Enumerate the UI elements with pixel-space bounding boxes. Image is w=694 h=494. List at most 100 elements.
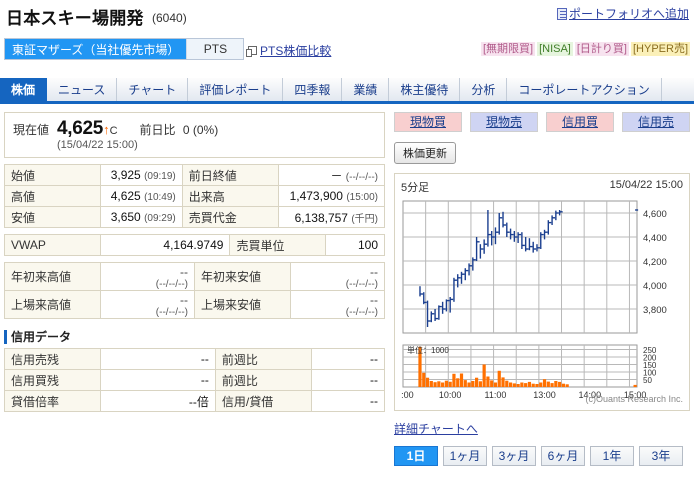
credit-table: 信用売残 -- 前週比 -- 信用買残 -- 前週比 -- 貸借倍率 --倍 信用/貸借 -- (4, 348, 386, 412)
page-title: 日本スキー場開発 (6, 9, 144, 28)
market-tab-1[interactable]: PTS (187, 39, 244, 59)
svg-text:9:00: 9:00 (401, 390, 414, 400)
current-price-box: 現在値 4,625↑C 前日比 0 (0%) (15/04/22 15:00) (4, 112, 385, 158)
cell-label: 始値 (4, 164, 101, 186)
cell-label: 上場来高値 (4, 290, 101, 319)
table-row: 信用買残 -- 前週比 -- (4, 369, 386, 391)
svg-text:14:00: 14:00 (579, 390, 602, 400)
market-selector[interactable]: 東証マザーズ（当社優先市場） PTS (4, 38, 245, 60)
cell-label: VWAP (4, 234, 101, 256)
order-button-信用売[interactable]: 信用売 (622, 112, 690, 132)
table-row: 貸借倍率 --倍 信用/貸借 -- (4, 390, 386, 412)
refresh-quote-button[interactable]: 株価更新 (394, 142, 456, 164)
table-row: 高値 4,625 (10:49) 出来高 1,473,900 (15:00) (4, 185, 386, 207)
order-button-信用買[interactable]: 信用買 (546, 112, 614, 132)
cell-value: 100 (325, 234, 385, 256)
cell-value: -- (--/--/--) (100, 262, 195, 291)
badge-1: [NISA] (537, 42, 573, 56)
table-row: 安値 3,650 (09:29) 売買代金 6,138,757 (千円) (4, 206, 386, 228)
table-row: VWAP 4,164.9749 売買単位 100 (4, 234, 385, 256)
period-button-1日[interactable]: 1日 (394, 446, 438, 466)
cell-label: 売買単位 (229, 234, 327, 256)
cell-value: 4,164.9749 (99, 234, 231, 256)
compare-window-icon (246, 46, 257, 57)
cell-value: -- (--/--/--) (100, 290, 195, 319)
period-button-1年[interactable]: 1年 (590, 446, 634, 466)
chart-plot-area: 3,800 4,000 4,200 4,400 4,600 50 100 150 200 250 単… (396, 199, 685, 406)
credit-data-heading: 信用データ (4, 329, 385, 345)
tab-チャート[interactable]: チャート (117, 78, 189, 101)
cell-value: 3,925 (09:19) (100, 164, 183, 186)
quote-panel: 現在値 4,625↑C 前日比 0 (0%) (15/04/22 15:00) 始値… (4, 112, 386, 412)
cell-value: -- (310, 348, 386, 370)
cell-label: 高値 (4, 185, 101, 207)
tab-コーポレートアクション[interactable]: コーポレートアクション (507, 78, 662, 101)
tab-評価レポート[interactable]: 評価レポート (188, 78, 284, 101)
detail-chart-link[interactable]: 詳細チャートへ (394, 422, 478, 436)
cell-label: 年初来安値 (194, 262, 291, 291)
tab-四季報[interactable]: 四季報 (283, 78, 343, 101)
chart-interval-label: 5分足 (401, 182, 430, 194)
tab-分析[interactable]: 分析 (460, 78, 508, 101)
table-row: 上場来高値 -- (--/--/--) 上場来安値 -- (--/--/--) (4, 290, 385, 319)
order-button-現物買[interactable]: 現物買 (394, 112, 462, 132)
svg-text:4,000: 4,000 (643, 281, 667, 292)
svg-text:11:00: 11:00 (485, 390, 507, 400)
main-nav-tabs[interactable]: 株価 ニュース チャート 評価レポート 四季報 業績 株主優待 分析 コーポレートアクション (0, 78, 694, 104)
tab-株主優待[interactable]: 株主優待 (389, 78, 461, 101)
badge-2: [日計り買] (574, 42, 629, 56)
period-button-3ヶ月[interactable]: 3ヶ月 (492, 446, 536, 466)
quote-table: 始値 3,925 (09:19) 前日終値－ (--/--/--) 高値 4,625 (… (4, 164, 386, 228)
cell-label: 年初来高値 (4, 262, 101, 291)
period-button-1ヶ月[interactable]: 1ヶ月 (443, 446, 487, 466)
period-selector[interactable]: 1日 1ヶ月 3ヶ月 6ヶ月 1年 3年 (394, 446, 690, 466)
stock-code: (6040) (152, 11, 187, 25)
add-to-portfolio-label: ポートフォリオへ追加 (568, 7, 689, 21)
order-buttons: 現物買 現物売 信用買 信用売 (394, 112, 690, 132)
svg-text:3,800: 3,800 (643, 305, 667, 316)
cell-label: 貸借倍率 (4, 390, 101, 412)
tab-業績[interactable]: 業績 (342, 78, 390, 101)
cell-value: － (--/--/--) (277, 164, 386, 186)
order-button-現物売[interactable]: 現物売 (470, 112, 538, 132)
quote-timestamp: (15/04/22 15:00) (57, 139, 138, 151)
price-up-arrow-icon: ↑ (103, 122, 110, 137)
period-button-6ヶ月[interactable]: 6ヶ月 (541, 446, 585, 466)
trade-chart-panel: 現物買 現物売 信用買 信用売 株価更新 5分足 15/04/22 15:00 3,8… (394, 112, 690, 466)
cell-value: 3,650 (09:29) (100, 206, 183, 228)
badge-0: [無期限買] (480, 42, 536, 56)
change-value: 0 (0%) (182, 123, 219, 137)
add-to-portfolio-link[interactable]: ポートフォリオへ追加 (556, 5, 689, 22)
svg-text:4,600: 4,600 (643, 209, 667, 220)
chart-timestamp: 15/04/22 15:00 (609, 179, 683, 191)
cell-value: -- (100, 369, 216, 391)
svg-text:100: 100 (643, 369, 657, 378)
cell-value: 6,138,757 (千円) (277, 206, 386, 228)
cell-label: 前週比 (214, 369, 312, 391)
chart-container: 5分足 15/04/22 15:00 3,800 4,000 4,200 4,400 4… (394, 173, 690, 411)
cell-value: -- (310, 369, 386, 391)
cell-label: 前週比 (214, 348, 312, 370)
current-price-value: 4,625 (57, 118, 104, 139)
period-button-3年[interactable]: 3年 (639, 446, 683, 466)
cell-value: 1,473,900 (15:00) (277, 185, 386, 207)
cell-label: 前日終値 (181, 164, 279, 186)
cell-label: 出来高 (181, 185, 279, 207)
svg-text:4,200: 4,200 (643, 257, 667, 268)
cell-value: -- (--/--/--) (290, 262, 385, 291)
cell-label: 信用売残 (4, 348, 101, 370)
current-price-label: 現在値 (13, 123, 50, 137)
cell-value: --倍 (100, 390, 216, 412)
cell-value: 4,625 (10:49) (100, 185, 183, 207)
pts-compare-link[interactable]: PTS株価比較 (246, 42, 331, 59)
tab-ニュース[interactable]: ニュース (47, 78, 118, 101)
cell-value: -- (--/--/--) (290, 290, 385, 319)
chart-header: 5分足 15/04/22 15:00 (401, 179, 683, 195)
cell-label: 売買代金 (181, 206, 279, 228)
svg-text:200: 200 (643, 354, 657, 363)
tab-株価[interactable]: 株価 (0, 78, 48, 101)
vwap-table: VWAP 4,164.9749 売買単位 100 (4, 234, 385, 256)
market-tab-0[interactable]: 東証マザーズ（当社優先市場） (5, 39, 188, 59)
